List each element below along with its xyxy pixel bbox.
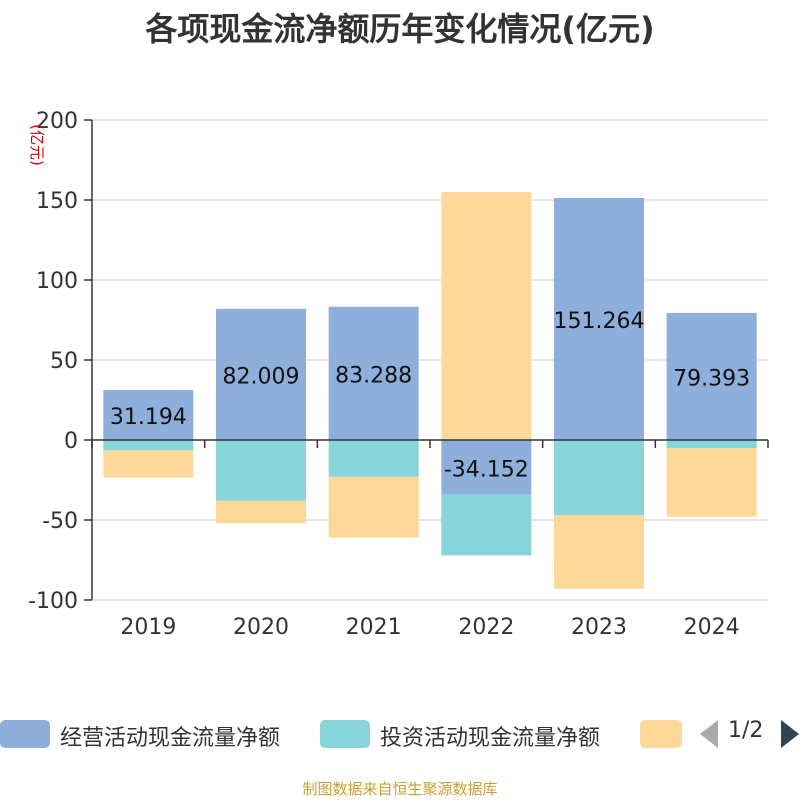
chart-title: 各项现金流净额历年变化情况(亿元): [145, 10, 655, 48]
bar-financing-2022: [441, 192, 532, 440]
y-unit-label: (亿元): [28, 124, 46, 166]
axes: -100 -50 0 50 100 150 200(亿元) 2019 2020 2021 2022 2…: [28, 109, 769, 640]
x-tick-label-2020: 2020: [233, 615, 289, 640]
y-tick-label: 200: [36, 109, 78, 134]
bar-investing-2020: [216, 440, 306, 501]
data-label-2022: -34.152: [444, 457, 529, 482]
bars: [103, 192, 757, 589]
bar-operating-2023: [554, 197, 644, 440]
data-label-2024: 79.393: [673, 366, 750, 391]
x-tick-label-2019: 2019: [120, 615, 176, 640]
legend-item-investing[interactable]: 投资活动现金流量净额: [320, 716, 630, 752]
legend: 经营活动现金流量净额 投资活动现金流量净额: [0, 716, 800, 752]
y-tick-label: 0: [64, 429, 78, 454]
data-label-2023: 151.264: [554, 309, 645, 334]
legend-swatch-operating: [0, 720, 50, 748]
y-tick-label: -50: [42, 509, 78, 534]
bar-operating-2024: [666, 312, 757, 440]
legend-swatch-investing: [320, 720, 370, 748]
legend-label-operating: 经营活动现金流量净额: [60, 726, 281, 751]
chart-plot: -100 -50 0 50 100 150 200(亿元) 2019 2020 2021 2022 2…: [28, 109, 769, 640]
bar-financing-2024: [666, 448, 757, 517]
legend-next-page-icon[interactable]: [781, 720, 799, 748]
bar-operating-2020: [216, 308, 306, 440]
bar-financing-2020: [216, 500, 306, 524]
bar-financing-2019: [103, 450, 194, 478]
y-tick-label: 150: [36, 189, 78, 214]
bar-investing-2019: [103, 440, 194, 451]
legend-swatch-financing: [640, 720, 682, 748]
y-tick-label: 50: [50, 349, 78, 374]
legend-item-operating[interactable]: 经营活动现金流量净额: [0, 716, 300, 752]
bar-investing-2022: [441, 494, 532, 556]
bar-operating-2022: [441, 440, 532, 495]
x-tick-label-2023: 2023: [571, 615, 627, 640]
legend-prev-page-icon[interactable]: [700, 720, 718, 748]
y-tick-label: -100: [28, 589, 78, 614]
bar-operating-2021: [328, 306, 419, 440]
bar-financing-2021: [328, 476, 419, 538]
y-tick-label: 100: [36, 269, 78, 294]
x-tick-label-2022: 2022: [458, 615, 514, 640]
data-label-2020: 82.009: [223, 364, 300, 389]
bar-investing-2024: [666, 440, 757, 448]
legend-item-financing[interactable]: [640, 716, 685, 752]
data-labels: 31.194 82.009 83.288 -34.152 151.264 79.393: [110, 309, 750, 482]
data-label-2019: 31.194: [110, 405, 187, 430]
bar-operating-2019: [103, 390, 194, 440]
x-tick-label-2024: 2024: [684, 615, 740, 640]
data-label-2021: 83.288: [335, 363, 412, 388]
legend-page-indicator: 1/2: [728, 718, 764, 743]
source-note: 制图数据来自恒生聚源数据库: [302, 780, 498, 798]
bar-investing-2023: [554, 440, 644, 516]
bar-investing-2021: [328, 440, 419, 477]
x-tick-label-2021: 2021: [346, 615, 402, 640]
bar-financing-2023: [554, 515, 644, 589]
legend-label-investing: 投资活动现金流量净额: [380, 726, 601, 751]
grid-lines: [92, 119, 768, 601]
